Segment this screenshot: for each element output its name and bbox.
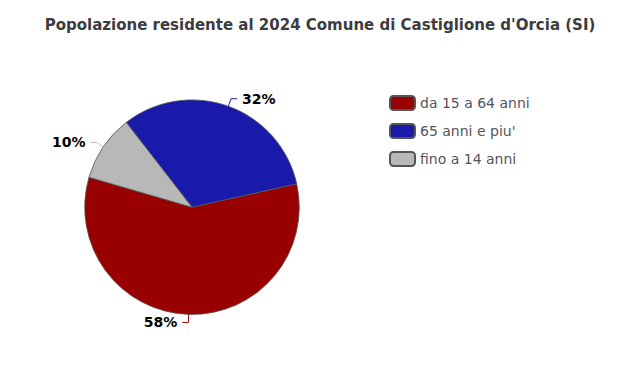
svg-text:58%: 58% — [144, 314, 178, 330]
svg-text:fino a 14 anni: fino a 14 anni — [420, 151, 516, 167]
svg-text:Popolazione residente al 2024: Popolazione residente al 2024 Comune di … — [45, 16, 596, 34]
svg-text:32%: 32% — [242, 91, 276, 107]
svg-text:10%: 10% — [52, 134, 86, 150]
svg-text:65 anni e piu': 65 anni e piu' — [420, 123, 516, 139]
svg-text:da 15 a 64 anni: da 15 a 64 anni — [420, 95, 530, 111]
